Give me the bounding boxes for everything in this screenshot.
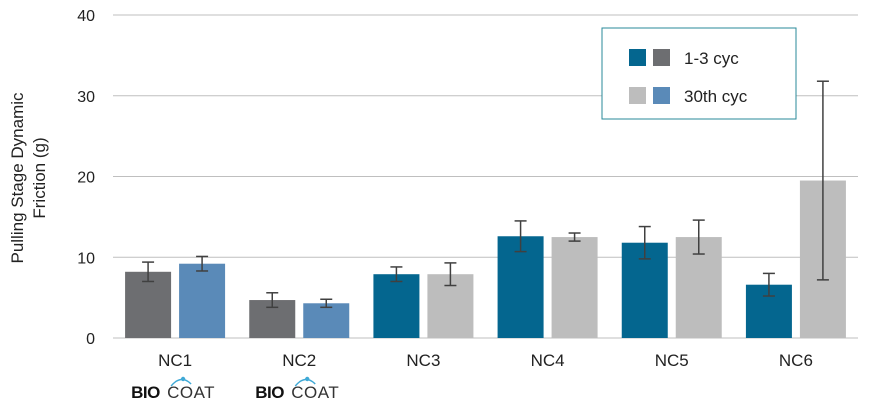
logo-coat-text: COAT <box>291 383 339 402</box>
y-tick-label: 10 <box>77 250 95 267</box>
bar-nc4-series-1 <box>497 236 544 338</box>
logo-bio-text: BIO <box>131 383 160 402</box>
error-bars <box>142 80 829 309</box>
category-label-nc1: NC1 <box>158 351 192 370</box>
logo-bio-text: BIO <box>255 383 284 402</box>
legend-swatch-1-2 <box>653 49 670 66</box>
error-bar-nc4-series-2 <box>568 232 581 242</box>
biocoat-logos: BIO COAT BIO COAT <box>131 376 339 402</box>
error-bar-nc4-series-1 <box>514 220 527 253</box>
legend-label-1: 1-3 cyc <box>684 49 739 68</box>
bar-nc4-series-2 <box>551 237 598 338</box>
error-bar-nc6-series-2 <box>816 80 829 281</box>
legend: 1-3 cyc 30th cyc <box>601 27 797 120</box>
error-bar-nc5-series-1 <box>638 225 651 260</box>
y-axis-title-line-1: Pulling Stage Dynamic <box>8 92 27 264</box>
legend-swatch-2-2 <box>653 87 670 104</box>
y-axis-title-line-2: Friction (g) <box>30 137 49 218</box>
logo-coat-text: COAT <box>167 383 215 402</box>
legend-swatch-1-1 <box>629 49 646 66</box>
category-label-nc4: NC4 <box>531 351 565 370</box>
legend-swatch-2-1 <box>629 87 646 104</box>
biocoat-logo-nc1: BIO COAT <box>131 376 215 402</box>
y-tick-label: 0 <box>86 331 95 348</box>
y-tick-label: 20 <box>77 170 95 187</box>
error-bar-nc3-series-1 <box>390 266 403 283</box>
error-bar-nc2-series-2 <box>320 298 333 309</box>
legend-label-2: 30th cyc <box>684 87 748 106</box>
y-axis-ticks: 0 10 20 30 40 <box>77 8 95 348</box>
error-bar-nc1-series-2 <box>196 255 209 272</box>
x-axis-categories: NC1 NC2 NC3 NC4 NC5 NC6 <box>158 351 813 370</box>
error-bar-nc6-series-1 <box>762 272 775 297</box>
category-label-nc3: NC3 <box>406 351 440 370</box>
bar-nc3-series-1 <box>373 274 420 338</box>
error-bar-nc1-series-1 <box>142 261 155 283</box>
category-label-nc6: NC6 <box>779 351 813 370</box>
y-tick-label: 30 <box>77 89 95 106</box>
bar-nc1-series-2 <box>179 263 226 338</box>
category-label-nc5: NC5 <box>655 351 689 370</box>
bars <box>125 180 846 338</box>
biocoat-logo-nc2: BIO COAT <box>255 376 339 402</box>
y-axis-title: Pulling Stage Dynamic Friction (g) <box>8 92 49 264</box>
bar-nc2-series-2 <box>303 303 350 338</box>
error-bar-nc3-series-2 <box>444 262 457 287</box>
error-bar-nc2-series-1 <box>266 292 279 309</box>
category-label-nc2: NC2 <box>282 351 316 370</box>
logo-dot-icon <box>305 376 310 382</box>
error-bar-nc5-series-2 <box>692 219 705 255</box>
bar-nc1-series-1 <box>125 271 172 338</box>
y-tick-label: 40 <box>77 8 95 25</box>
logo-dot-icon <box>180 376 186 382</box>
